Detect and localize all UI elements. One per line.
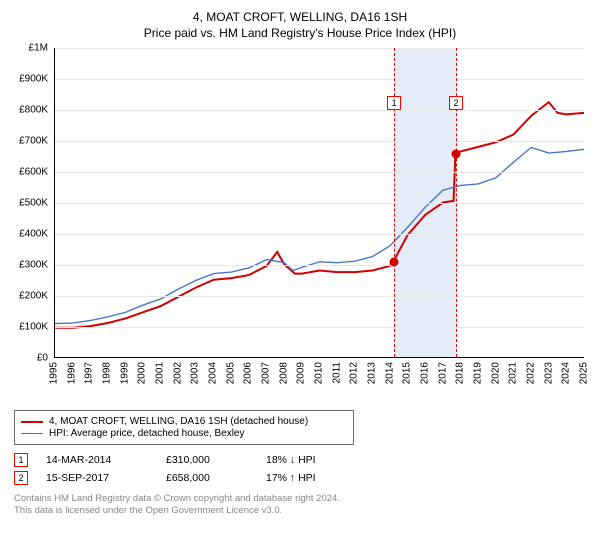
x-tick-label: 2010 <box>314 362 325 384</box>
x-tick-label: 2020 <box>490 362 501 384</box>
gridline-h <box>55 296 584 297</box>
legend-swatch <box>21 421 43 423</box>
chart-area: £0 £100K £200K £300K £400K £500K £600K £700K £80… <box>14 48 586 408</box>
annotation-date: 15-SEP-2017 <box>46 472 166 484</box>
footer-line1: Contains HM Land Registry data © Crown c… <box>14 493 586 505</box>
x-tick-label: 1998 <box>102 362 113 384</box>
y-tick-label: £800K <box>19 105 48 116</box>
x-tick-label: 2005 <box>225 362 236 384</box>
x-tick-label: 1997 <box>84 362 95 384</box>
gridline-h <box>55 110 584 111</box>
x-tick-label: 2007 <box>261 362 272 384</box>
chart-subtitle: Price paid vs. HM Land Registry's House … <box>14 26 586 40</box>
y-tick-label: £300K <box>19 260 48 271</box>
legend-row: HPI: Average price, detached house, Bexl… <box>21 428 347 439</box>
plot-area: 12 <box>54 48 584 358</box>
annotation-line <box>394 48 395 357</box>
y-tick-label: £0 <box>37 353 48 364</box>
x-tick-label: 2015 <box>402 362 413 384</box>
footer-attribution: Contains HM Land Registry data © Crown c… <box>14 493 586 518</box>
gridline-h <box>55 265 584 266</box>
x-tick-label: 2018 <box>455 362 466 384</box>
y-tick-label: £900K <box>19 74 48 85</box>
annotation-table-row: 2 15-SEP-2017£658,00017% ↑ HPI <box>14 469 586 487</box>
price-point-dot <box>390 257 399 266</box>
y-axis: £0£100K£200K£300K£400K£500K£600K£700K£80… <box>14 48 52 358</box>
footer-line2: This data is licensed under the Open Gov… <box>14 505 586 517</box>
x-tick-label: 2012 <box>349 362 360 384</box>
x-tick-label: 2001 <box>155 362 166 384</box>
x-tick-label: 2019 <box>473 362 484 384</box>
annotation-diff: 17% ↑ HPI <box>266 472 356 484</box>
x-tick-label: 2016 <box>420 362 431 384</box>
y-tick-label: £200K <box>19 291 48 302</box>
annotation-diff: 18% ↓ HPI <box>266 454 356 466</box>
chart-title: 4, MOAT CROFT, WELLING, DA16 1SH <box>14 10 586 24</box>
gridline-h <box>55 141 584 142</box>
x-tick-label: 2024 <box>561 362 572 384</box>
x-tick-label: 2000 <box>137 362 148 384</box>
gridline-h <box>55 79 584 80</box>
x-tick-label: 2025 <box>579 362 590 384</box>
x-tick-label: 2022 <box>526 362 537 384</box>
x-tick-label: 2002 <box>172 362 183 384</box>
series-line <box>55 147 584 323</box>
legend-row: 4, MOAT CROFT, WELLING, DA16 1SH (detach… <box>21 416 347 427</box>
x-tick-label: 2008 <box>278 362 289 384</box>
gridline-h <box>55 327 584 328</box>
x-tick-label: 2003 <box>190 362 201 384</box>
legend-swatch <box>21 433 43 434</box>
x-tick-label: 1995 <box>49 362 60 384</box>
x-tick-label: 2009 <box>296 362 307 384</box>
annotation-marker: 1 <box>387 96 401 110</box>
annotation-row-marker: 2 <box>14 471 28 485</box>
y-tick-label: £700K <box>19 136 48 147</box>
y-tick-label: £500K <box>19 198 48 209</box>
x-tick-label: 1999 <box>119 362 130 384</box>
series-line <box>55 102 584 328</box>
gridline-h <box>55 172 584 173</box>
y-tick-label: £600K <box>19 167 48 178</box>
gridline-h <box>55 203 584 204</box>
annotation-marker: 2 <box>449 96 463 110</box>
annotation-price: £310,000 <box>166 454 266 466</box>
x-axis: 1995199619971998199920002001200220032004… <box>54 358 584 408</box>
x-tick-label: 2023 <box>543 362 554 384</box>
y-tick-label: £100K <box>19 322 48 333</box>
x-tick-label: 2017 <box>437 362 448 384</box>
legend-label: 4, MOAT CROFT, WELLING, DA16 1SH (detach… <box>49 416 308 427</box>
x-tick-label: 2013 <box>367 362 378 384</box>
y-tick-label: £1M <box>29 43 48 54</box>
price-point-dot <box>452 150 461 159</box>
annotation-line <box>456 48 457 357</box>
y-tick-label: £400K <box>19 229 48 240</box>
x-tick-label: 2006 <box>243 362 254 384</box>
annotation-row-marker: 1 <box>14 453 28 467</box>
x-tick-label: 2021 <box>508 362 519 384</box>
annotation-table-row: 1 14-MAR-2014£310,00018% ↓ HPI <box>14 451 586 469</box>
gridline-h <box>55 234 584 235</box>
x-tick-label: 2004 <box>208 362 219 384</box>
chart-container: 4, MOAT CROFT, WELLING, DA16 1SH Price p… <box>0 0 600 560</box>
gridline-h <box>55 48 584 49</box>
annotation-date: 14-MAR-2014 <box>46 454 166 466</box>
x-tick-label: 2011 <box>331 362 342 384</box>
annotation-price: £658,000 <box>166 472 266 484</box>
annotations-table: 1 14-MAR-2014£310,00018% ↓ HPI 2 15-SEP-201… <box>14 451 586 487</box>
x-tick-label: 1996 <box>66 362 77 384</box>
legend-label: HPI: Average price, detached house, Bexl… <box>49 428 245 439</box>
x-tick-label: 2014 <box>384 362 395 384</box>
legend: 4, MOAT CROFT, WELLING, DA16 1SH (detach… <box>14 410 354 445</box>
